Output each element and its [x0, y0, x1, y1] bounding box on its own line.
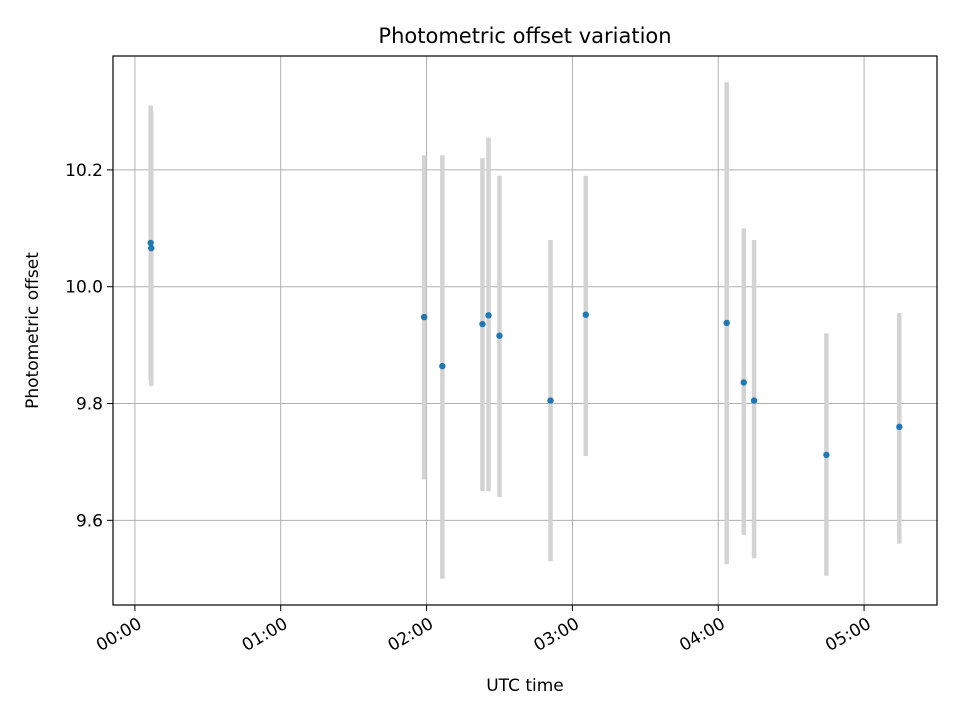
y-tick-label: 10.0 [65, 278, 103, 298]
y-tick-label: 9.6 [76, 511, 103, 531]
data-point [485, 312, 492, 319]
data-point [148, 244, 155, 252]
data-point [582, 311, 589, 318]
y-axis-ticks: 9.6 9.8 10.0 10.2 [65, 161, 113, 531]
grid [113, 56, 937, 605]
data-point [547, 397, 554, 404]
plot-frame [112, 55, 938, 606]
data-points [147, 239, 903, 459]
data-point [823, 451, 830, 459]
data-point [750, 397, 758, 404]
data-point [147, 239, 154, 247]
data-point [479, 320, 486, 328]
data-point [740, 379, 747, 386]
y-axis-label: Photometric offset [23, 252, 43, 409]
data-point [420, 313, 428, 321]
data-point [496, 332, 503, 339]
data-point [896, 423, 903, 431]
chart-title: Photometric offset variation [378, 24, 671, 48]
data-point [723, 319, 730, 327]
data-point [439, 362, 446, 370]
x-axis-label: UTC time [486, 676, 564, 696]
y-tick-label: 10.2 [65, 161, 103, 181]
y-tick-label: 9.8 [76, 395, 103, 415]
